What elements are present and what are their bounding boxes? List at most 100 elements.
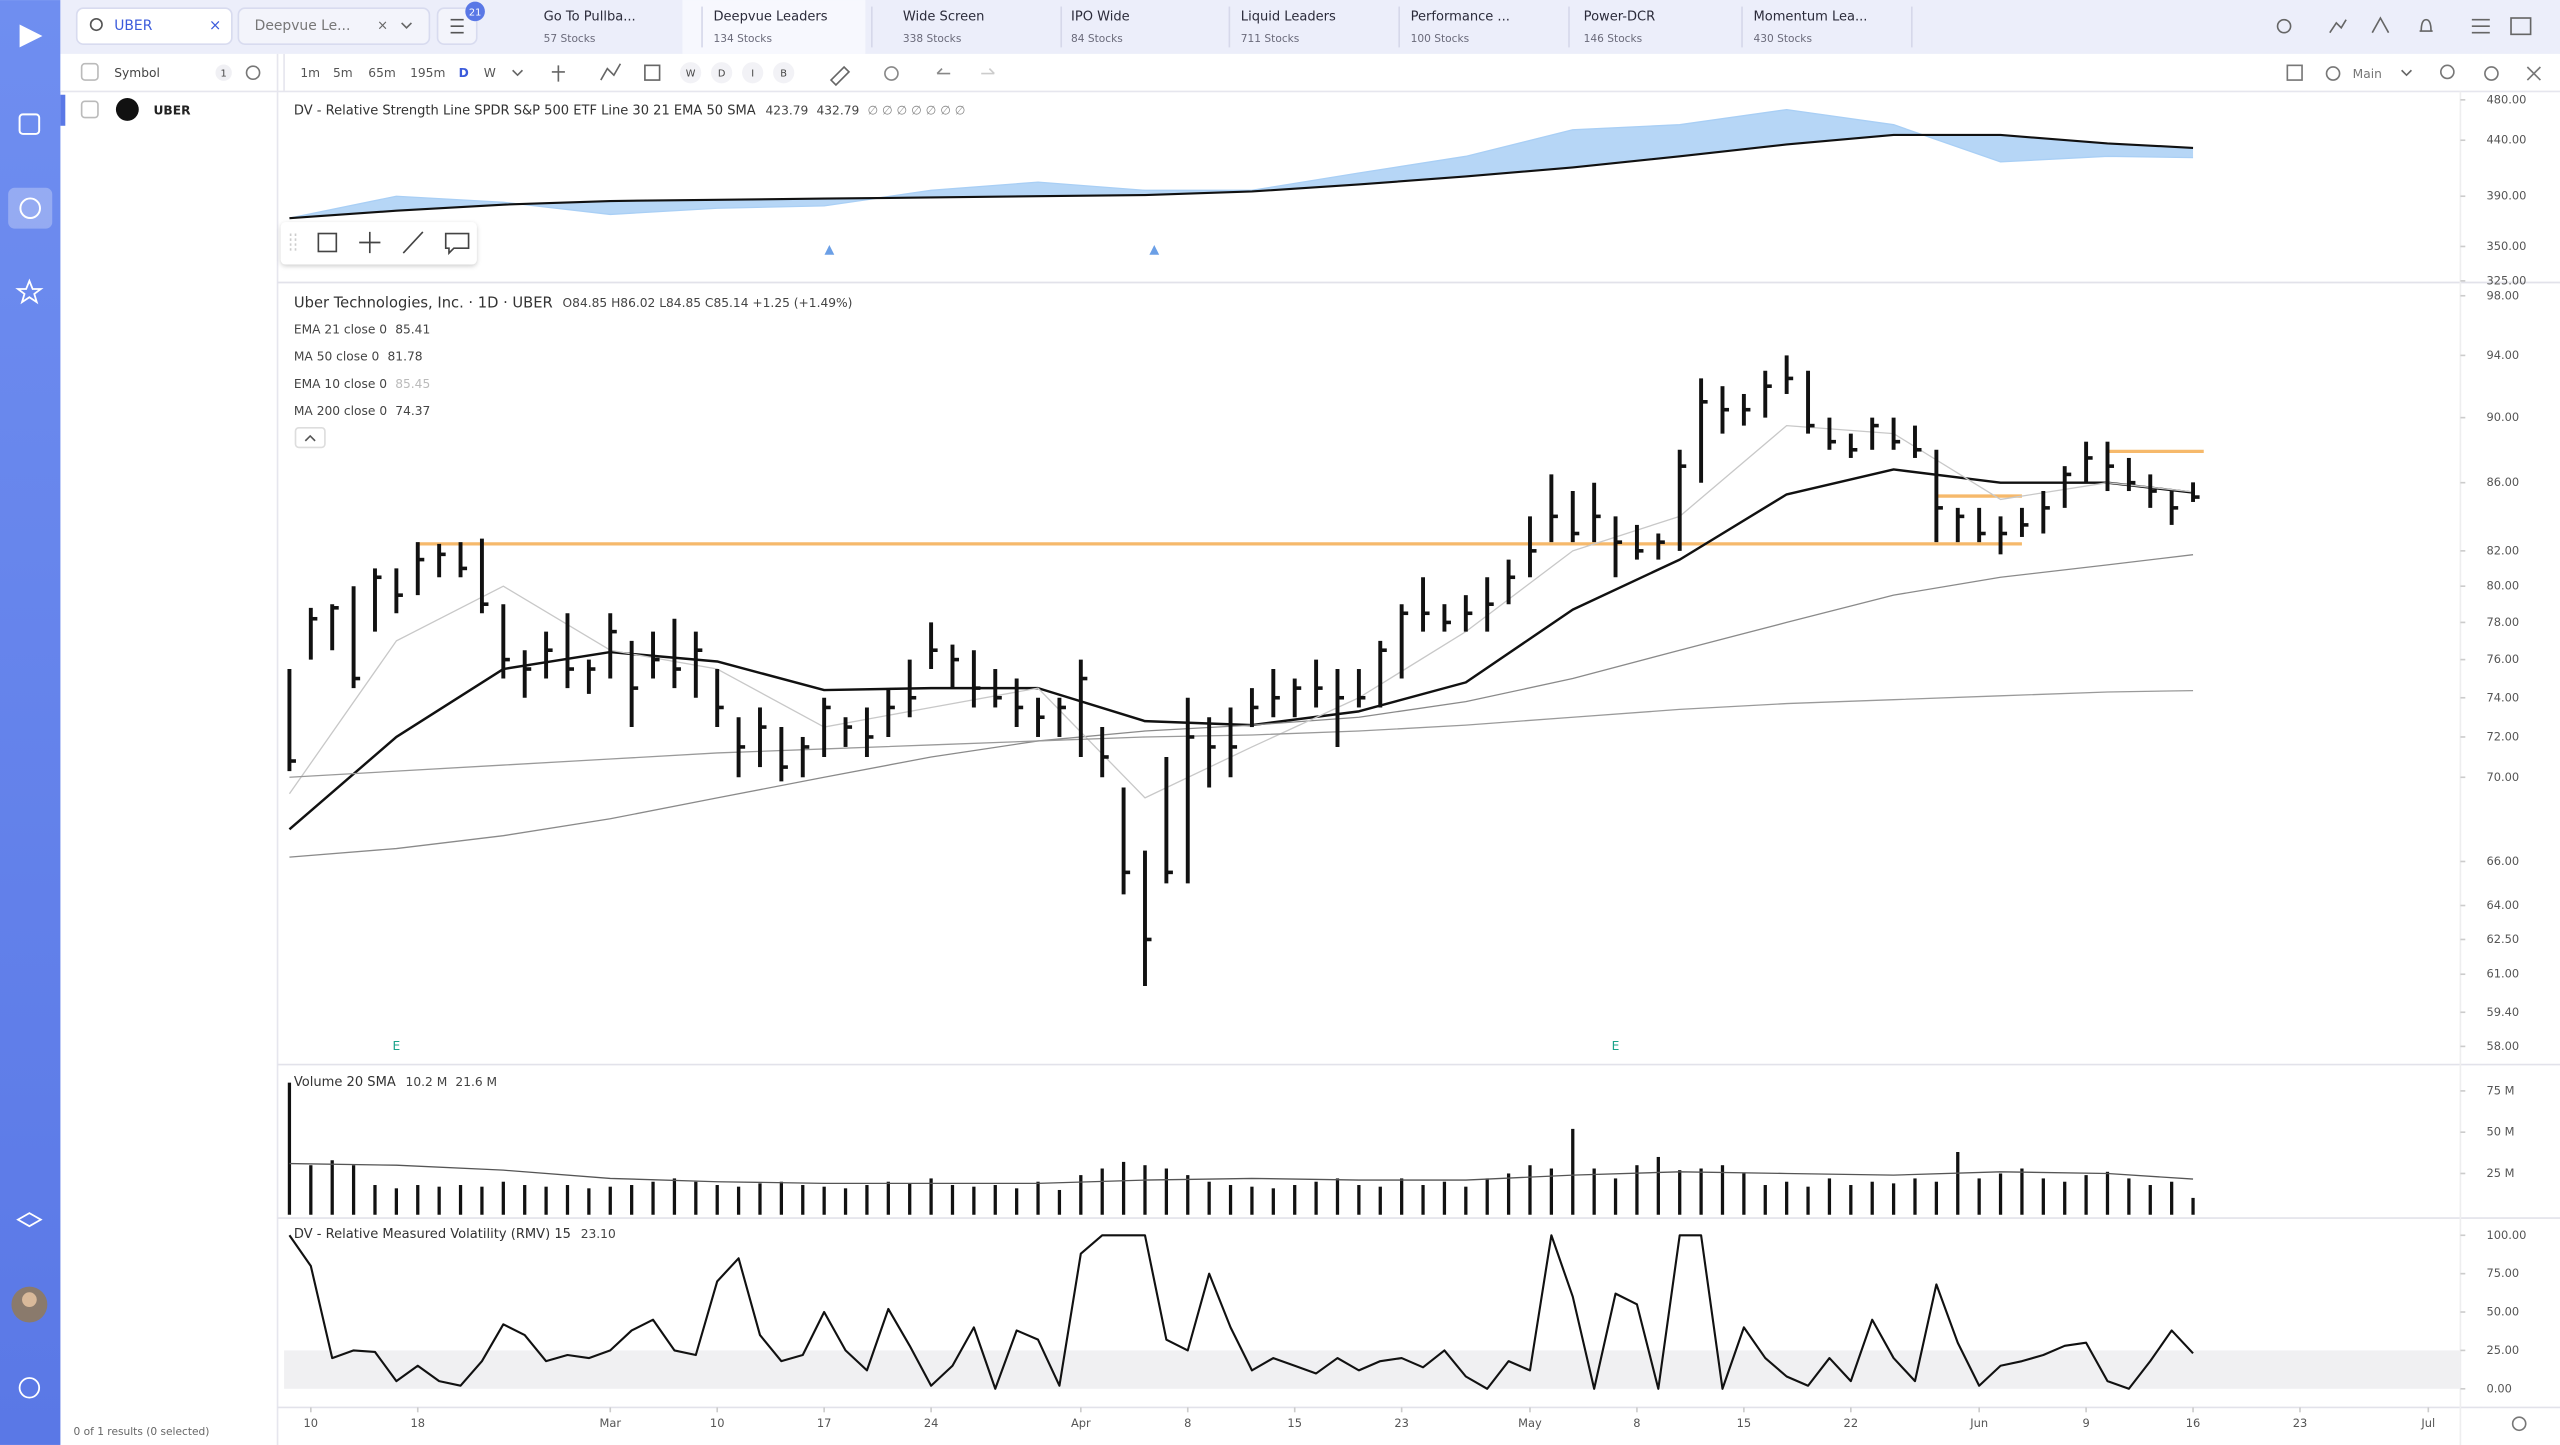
alert-icon[interactable] — [2419, 18, 2433, 32]
volume-bar — [1528, 1165, 1532, 1215]
session-button[interactable] — [680, 62, 702, 84]
timeframe[interactable]: 5m — [333, 66, 353, 80]
template-icon[interactable] — [644, 64, 661, 81]
compare-icon[interactable] — [2371, 16, 2390, 34]
timeframe[interactable]: W — [484, 66, 496, 80]
layout-icon[interactable] — [2286, 64, 2303, 81]
chart: 480.00 440.00 390.00 350.00 325.00 DV - Relat… — [284, 92, 2526, 1430]
tab-name[interactable]: Performance ... — [1411, 10, 1510, 25]
draw-icon[interactable] — [829, 65, 851, 87]
timeframe[interactable]: 195m — [410, 66, 445, 80]
panel-title: Uber Technologies, Inc. · 1D · UBER — [294, 295, 553, 312]
chart-icon[interactable] — [2329, 19, 2347, 34]
symbol-logo — [115, 98, 139, 121]
volume-bar — [1164, 1168, 1169, 1215]
volume-bar — [458, 1185, 463, 1215]
volume-bar — [715, 1185, 719, 1215]
series-line — [289, 554, 2194, 858]
fill-between — [289, 109, 2194, 219]
dropdown-caret[interactable] — [512, 69, 524, 77]
axis-settings[interactable] — [2511, 1416, 2527, 1432]
settings-icon[interactable] — [245, 65, 261, 81]
tab-name[interactable]: Liquid Leaders — [1241, 10, 1336, 25]
y-tick-label: 100.00 — [2487, 1228, 2527, 1242]
zoom-icon[interactable] — [2440, 64, 2455, 80]
timeframe[interactable]: 65m — [368, 66, 396, 80]
list-icon[interactable] — [2471, 18, 2490, 34]
rect-tool[interactable] — [317, 232, 338, 253]
collapse-legend[interactable] — [294, 426, 326, 449]
volume-bar — [2063, 1181, 2067, 1215]
session-label: I — [751, 69, 754, 80]
session-button[interactable] — [711, 62, 733, 84]
dropdown-caret[interactable] — [2401, 69, 2413, 77]
search-box[interactable] — [75, 7, 233, 45]
timeframe[interactable]: 1m — [300, 66, 320, 80]
nav-icon[interactable] — [15, 278, 44, 305]
volume-bar — [1250, 1186, 1254, 1215]
indicator-icon[interactable] — [600, 63, 622, 81]
volume-bar — [351, 1165, 356, 1215]
clear-watchlist[interactable]: × — [377, 19, 388, 34]
checkbox[interactable] — [80, 62, 99, 81]
undo-icon[interactable] — [936, 68, 951, 75]
timeframes: 1m 5m 65m 195m D W — [300, 66, 495, 80]
layout-name[interactable]: Main — [2353, 67, 2382, 81]
symbol[interactable]: UBER — [153, 104, 191, 118]
drag-handle[interactable] — [289, 233, 297, 254]
tab-name[interactable]: IPO Wide — [1071, 10, 1130, 25]
series-line — [288, 468, 2194, 831]
volume-bar — [1699, 1168, 1703, 1215]
fullscreen-icon[interactable] — [2526, 66, 2541, 81]
x-tick-label: 17 — [817, 1416, 832, 1430]
series-line — [289, 1162, 2194, 1185]
y-tick-label: 72.00 — [2487, 729, 2520, 743]
volume-bar — [1357, 1185, 1361, 1215]
x-tick-label: 22 — [1844, 1416, 1859, 1430]
volume-bar — [1870, 1181, 1874, 1215]
settings-icon[interactable] — [2484, 66, 2499, 81]
refresh-icon[interactable] — [884, 66, 899, 81]
tab-name[interactable]: Wide Screen — [903, 10, 985, 25]
volume-bar — [1464, 1186, 1468, 1215]
nav-active[interactable] — [8, 187, 53, 229]
y-tick-label: 25 M — [2487, 1166, 2515, 1180]
legend-name: MA 200 close 0 — [294, 404, 387, 418]
volume-bar — [2084, 1175, 2088, 1215]
volume-bar — [1891, 1183, 1896, 1215]
y-tick-label: 62.50 — [2487, 932, 2520, 946]
tab-name[interactable]: Power-DCR — [1584, 10, 1656, 25]
clear-button[interactable]: × — [209, 17, 221, 34]
share-icon[interactable] — [2276, 18, 2292, 34]
y-tick-label: 74.00 — [2487, 690, 2520, 704]
row-selected-marker — [60, 94, 66, 126]
x-tick-label: 8 — [1184, 1416, 1191, 1430]
line-tool[interactable] — [402, 231, 424, 254]
tab-name[interactable]: Go To Pullba... — [544, 10, 636, 25]
nav-icon[interactable] — [16, 1212, 43, 1228]
layout-icon-2[interactable] — [2325, 66, 2341, 81]
sidebar — [0, 0, 61, 1445]
note-tool[interactable] — [444, 232, 470, 256]
crosshair-tool[interactable] — [359, 231, 381, 254]
tab-name[interactable]: Deepvue Leaders — [713, 10, 827, 25]
session-button[interactable] — [742, 62, 764, 84]
volume-bar — [1678, 1170, 1682, 1215]
session-button[interactable] — [773, 62, 795, 84]
grid-icon[interactable] — [2510, 17, 2532, 36]
panel-title: DV - Relative Measured Volatility (RMV) … — [294, 1227, 571, 1242]
tab-count: 711 Stocks — [1241, 32, 1300, 45]
redo-icon[interactable] — [981, 68, 995, 75]
nav-icon[interactable] — [18, 113, 41, 135]
timeframe[interactable]: D — [459, 66, 469, 80]
checkbox[interactable] — [80, 100, 99, 119]
watchlist-select[interactable] — [237, 7, 431, 45]
tab-count: 100 Stocks — [1411, 32, 1470, 45]
volume-bar — [1913, 1178, 1917, 1215]
tab-name[interactable]: Momentum Lea... — [1753, 10, 1867, 25]
bar-type-icon[interactable] — [551, 65, 565, 82]
help-icon[interactable] — [18, 1377, 41, 1399]
